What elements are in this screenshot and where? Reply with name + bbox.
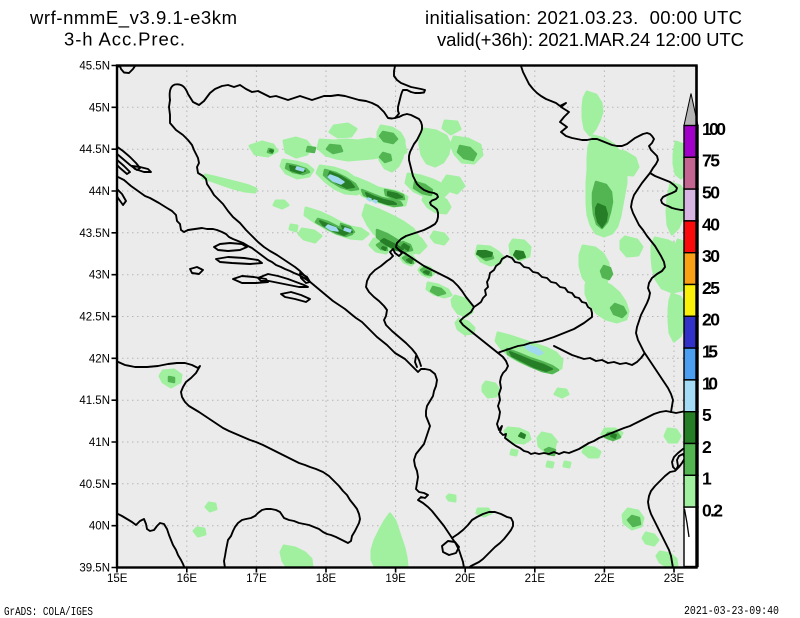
svg-text:39.5N: 39.5N [79, 563, 110, 575]
svg-text:16E: 16E [177, 573, 198, 585]
svg-text:21E: 21E [525, 573, 546, 585]
svg-text:GrADS: COLA/IGES: GrADS: COLA/IGES [4, 606, 93, 618]
svg-text:45N: 45N [89, 102, 110, 114]
svg-text:75: 75 [702, 151, 720, 171]
svg-text:10: 10 [702, 374, 718, 394]
svg-text:44.5N: 44.5N [79, 144, 110, 156]
svg-text:20: 20 [702, 310, 720, 330]
svg-text:43.5N: 43.5N [79, 228, 110, 240]
svg-text:40N: 40N [89, 521, 110, 533]
svg-text:22E: 22E [594, 573, 615, 585]
svg-text:18E: 18E [316, 573, 337, 585]
svg-text:2: 2 [702, 437, 712, 457]
svg-text:1: 1 [702, 469, 712, 489]
svg-text:15: 15 [702, 342, 718, 362]
svg-text:5: 5 [702, 405, 712, 425]
svg-text:valid(+36h): 2021.MAR.24 12:00: valid(+36h): 2021.MAR.24 12:00 UTC [437, 29, 744, 50]
svg-text:50: 50 [702, 183, 720, 203]
svg-text:3-h Acc.Prec.: 3-h Acc.Prec. [64, 29, 185, 50]
svg-text:30: 30 [702, 246, 720, 266]
svg-text:20E: 20E [455, 573, 476, 585]
svg-text:100: 100 [702, 119, 726, 139]
svg-text:40.5N: 40.5N [79, 479, 110, 491]
svg-text:25: 25 [702, 278, 720, 298]
svg-text:42.5N: 42.5N [79, 312, 110, 324]
svg-text:wrf-nmmE_v3.9.1-e3km: wrf-nmmE_v3.9.1-e3km [29, 7, 237, 29]
svg-text:15E: 15E [107, 573, 128, 585]
svg-text:43N: 43N [89, 270, 110, 282]
svg-text:2021-03-23-09:40: 2021-03-23-09:40 [684, 605, 779, 618]
svg-text:44N: 44N [89, 186, 110, 198]
svg-text:19E: 19E [385, 573, 406, 585]
svg-text:41N: 41N [89, 437, 110, 449]
svg-text:41.5N: 41.5N [79, 395, 110, 407]
svg-text:45.5N: 45.5N [79, 61, 110, 73]
svg-text:42N: 42N [89, 353, 110, 365]
svg-text:0.2: 0.2 [702, 501, 723, 521]
svg-text:initialisation: 2021.03.23. 0: initialisation: 2021.03.23. 00:00 UTC [425, 7, 742, 28]
svg-text:40: 40 [702, 215, 720, 235]
svg-text:17E: 17E [246, 573, 267, 585]
svg-text:23E: 23E [664, 573, 685, 585]
